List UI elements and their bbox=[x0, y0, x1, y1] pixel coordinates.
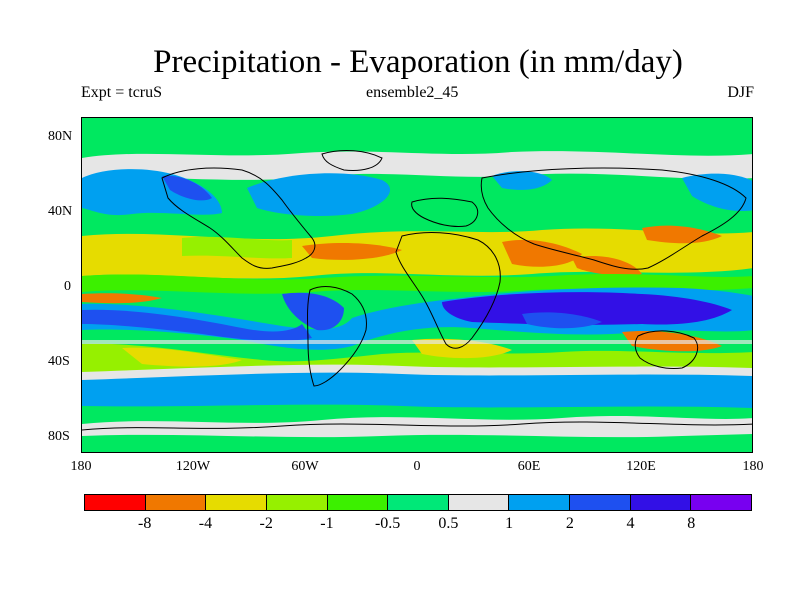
coast-antarctica bbox=[82, 421, 752, 431]
colorbar-label-1: -4 bbox=[198, 515, 213, 532]
colorbar-label-9: 8 bbox=[687, 515, 696, 532]
coast-greenland bbox=[321, 150, 383, 171]
region-europe-blue bbox=[492, 171, 552, 190]
colorbar-cell-6 bbox=[448, 495, 510, 510]
season-label: DJF bbox=[727, 84, 754, 101]
coast-asia bbox=[480, 167, 747, 270]
map-title: Precipitation - Evaporation (in mm/day) bbox=[153, 44, 683, 80]
coast-north-america bbox=[161, 167, 316, 269]
region-natlantic-blue bbox=[247, 173, 391, 216]
lon-label-0: 0 bbox=[413, 459, 421, 474]
colorbar-cell-2 bbox=[206, 495, 267, 510]
lon-label-60e: 60E bbox=[517, 459, 541, 474]
lat-label-40s: 40S bbox=[48, 354, 70, 369]
region-indian-ocean-blue bbox=[522, 312, 602, 329]
coast-australia bbox=[634, 330, 698, 369]
region-sepacific-yellow bbox=[122, 347, 242, 367]
lon-label-180w: 180 bbox=[70, 459, 92, 474]
region-antarctic-green bbox=[82, 434, 752, 452]
colorbar-cell-4 bbox=[327, 495, 389, 510]
lon-label-120w: 120W bbox=[175, 459, 211, 474]
lat-label-80s: 80S bbox=[48, 429, 70, 444]
colorbar-label-0: -8 bbox=[138, 515, 152, 532]
region-epacific-orange bbox=[82, 293, 162, 304]
coast-africa bbox=[395, 232, 501, 349]
region-nh-lightgreen bbox=[182, 236, 292, 259]
region-bengal-orange bbox=[572, 255, 642, 276]
region-arabian-orange bbox=[502, 239, 582, 267]
colorbar-label-3: -1 bbox=[320, 515, 334, 532]
region-southern-ocean-blue bbox=[82, 372, 752, 408]
colorbar-cell-5 bbox=[388, 495, 449, 510]
colorbar-cell-3 bbox=[266, 495, 328, 510]
region-sh-gray-line bbox=[82, 340, 752, 344]
lon-label-120e: 120E bbox=[626, 459, 656, 474]
experiment-label: Expt = tcruS bbox=[81, 84, 163, 101]
region-amazon-blue bbox=[282, 292, 344, 331]
coast-europe bbox=[411, 197, 479, 227]
colorbar-cell-7 bbox=[509, 495, 571, 510]
region-npacific-east-blue bbox=[682, 173, 752, 211]
map-area bbox=[81, 117, 753, 453]
coastlines bbox=[82, 150, 752, 431]
lon-label-60w: 60W bbox=[291, 459, 319, 474]
colorbar-label-2: -2 bbox=[259, 515, 273, 532]
lon-label-180e: 180 bbox=[742, 459, 764, 474]
colorbar-cell-10 bbox=[691, 495, 752, 510]
coast-south-america bbox=[307, 286, 367, 387]
region-spcz-blue bbox=[82, 309, 312, 341]
lat-label-0: 0 bbox=[64, 279, 71, 294]
colorbar bbox=[84, 494, 752, 511]
lat-label-40n: 40N bbox=[48, 204, 73, 219]
colorbar-cell-9 bbox=[630, 495, 692, 510]
ensemble-label: ensemble2_45 bbox=[366, 84, 459, 101]
lat-label-80n: 80N bbox=[48, 129, 73, 144]
colorbar-label-4: -0.5 bbox=[374, 515, 401, 532]
precipitation-map bbox=[82, 118, 752, 452]
colorbar-cell-1 bbox=[145, 495, 207, 510]
colorbar-cell-0 bbox=[85, 495, 146, 510]
colorbar-label-5: 0.5 bbox=[438, 515, 459, 532]
region-npacific-darkblue bbox=[162, 175, 212, 201]
colorbar-label-7: 2 bbox=[565, 515, 574, 532]
region-indian-ocean-darkblue bbox=[442, 292, 732, 325]
colorbar-label-8: 4 bbox=[626, 515, 635, 532]
region-wpacific-orange bbox=[642, 225, 722, 244]
region-natlantic-orange bbox=[302, 243, 402, 260]
colorbar-label-6: 1 bbox=[505, 515, 514, 532]
colorbar-cell-8 bbox=[570, 495, 631, 510]
